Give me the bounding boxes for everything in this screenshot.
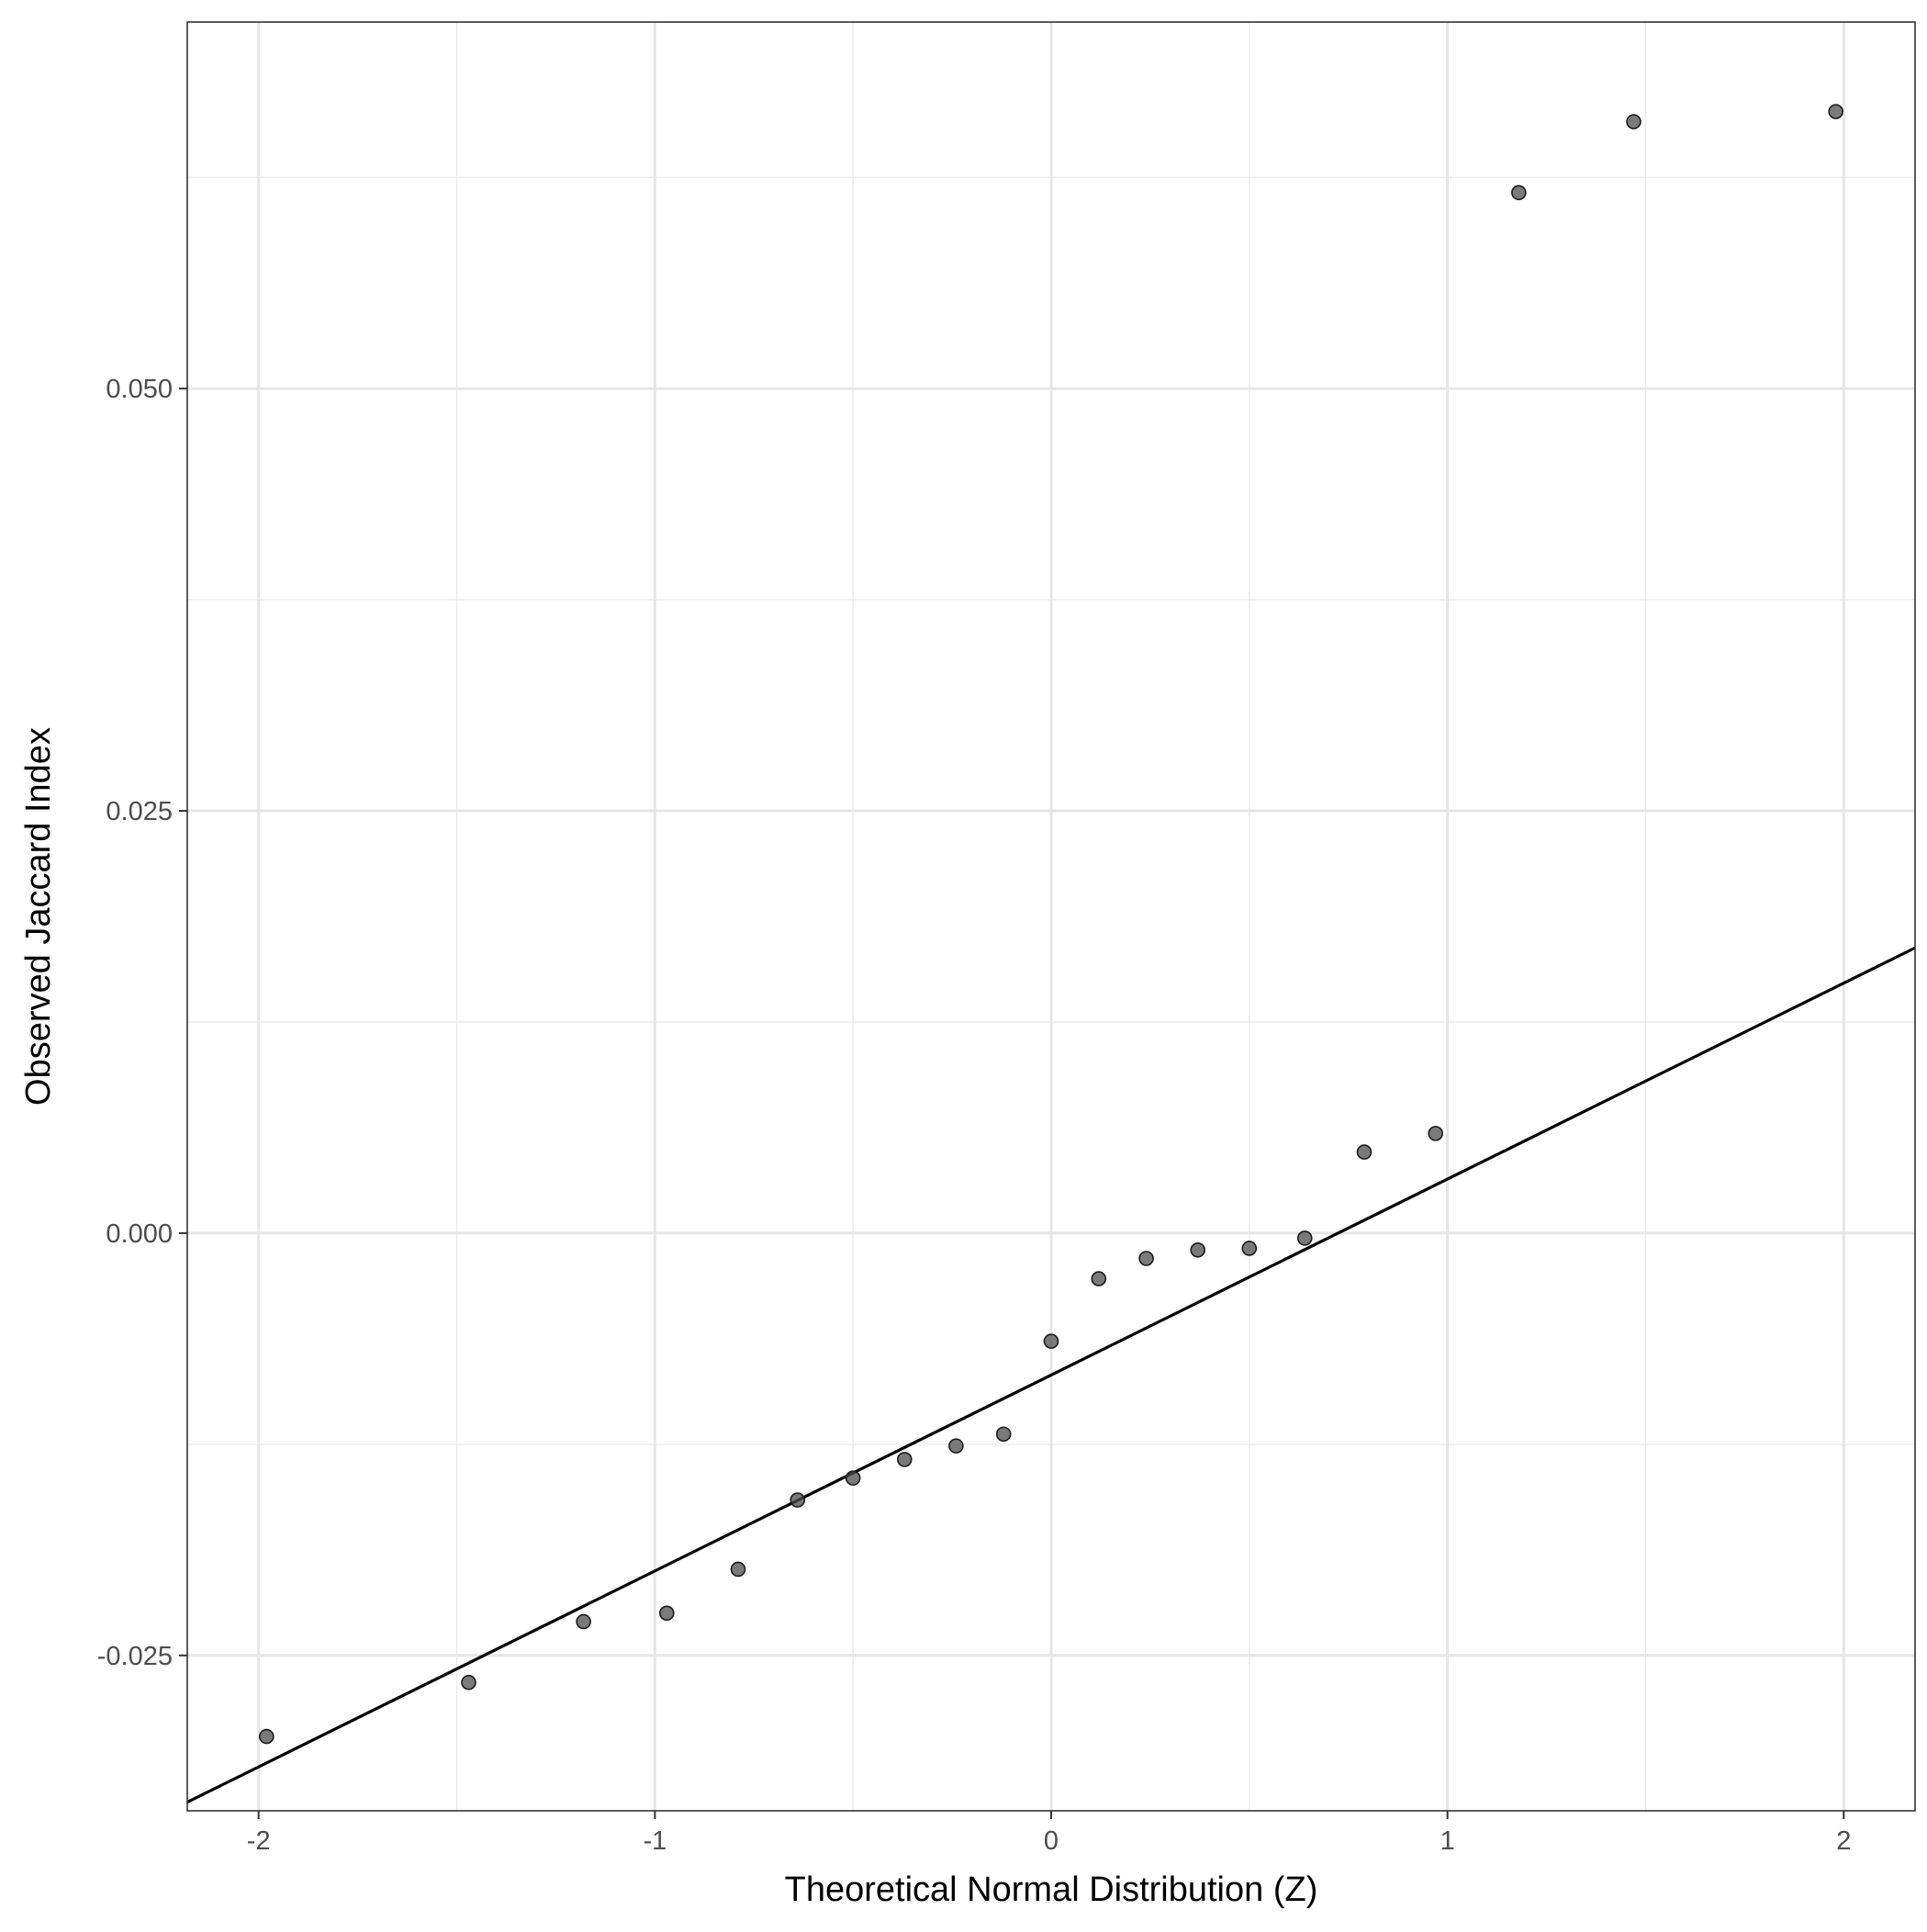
data-point [790, 1492, 806, 1508]
data-points [259, 104, 1843, 1745]
data-point [995, 1426, 1012, 1443]
x-tick-label: 0 [1044, 1826, 1059, 1856]
data-point [461, 1674, 476, 1690]
data-point [1190, 1241, 1206, 1258]
y-tick-label: -0.025 [97, 1642, 173, 1671]
data-point [1241, 1241, 1258, 1256]
data-point [1296, 1230, 1313, 1246]
data-point [576, 1613, 591, 1630]
y-axis-title: Observed Jaccard Index [19, 727, 58, 1106]
y-tick-label: 0.050 [106, 375, 173, 404]
reference-line-layer [186, 946, 1916, 1804]
data-point [1626, 114, 1641, 129]
x-tick-label: -1 [643, 1826, 667, 1856]
y-axis-ticks: -0.025 0.000 0.025 0.050 [97, 375, 187, 1671]
data-point [948, 1438, 964, 1454]
data-point [1828, 104, 1843, 119]
data-point [1428, 1126, 1444, 1141]
x-tick-label: -2 [247, 1826, 271, 1856]
major-gridlines [187, 22, 1915, 1811]
data-point [658, 1605, 675, 1622]
x-axis-title: Theoretical Normal Distribution (Z) [785, 1870, 1318, 1909]
data-point [1356, 1144, 1372, 1160]
data-point [1138, 1251, 1154, 1266]
data-point [259, 1728, 274, 1745]
data-point [1043, 1333, 1059, 1349]
data-point [845, 1470, 861, 1486]
data-point [1091, 1271, 1107, 1286]
y-tick-label: 0.000 [106, 1219, 173, 1249]
x-axis-ticks: -2 -1 0 1 2 [247, 1811, 1851, 1856]
x-tick-label: 1 [1440, 1826, 1455, 1856]
x-tick-label: 2 [1836, 1826, 1851, 1856]
data-point [1511, 185, 1527, 201]
qq-reference-line [186, 946, 1916, 1804]
data-point [730, 1561, 746, 1578]
data-point [896, 1452, 913, 1467]
y-tick-label: 0.025 [106, 797, 173, 826]
